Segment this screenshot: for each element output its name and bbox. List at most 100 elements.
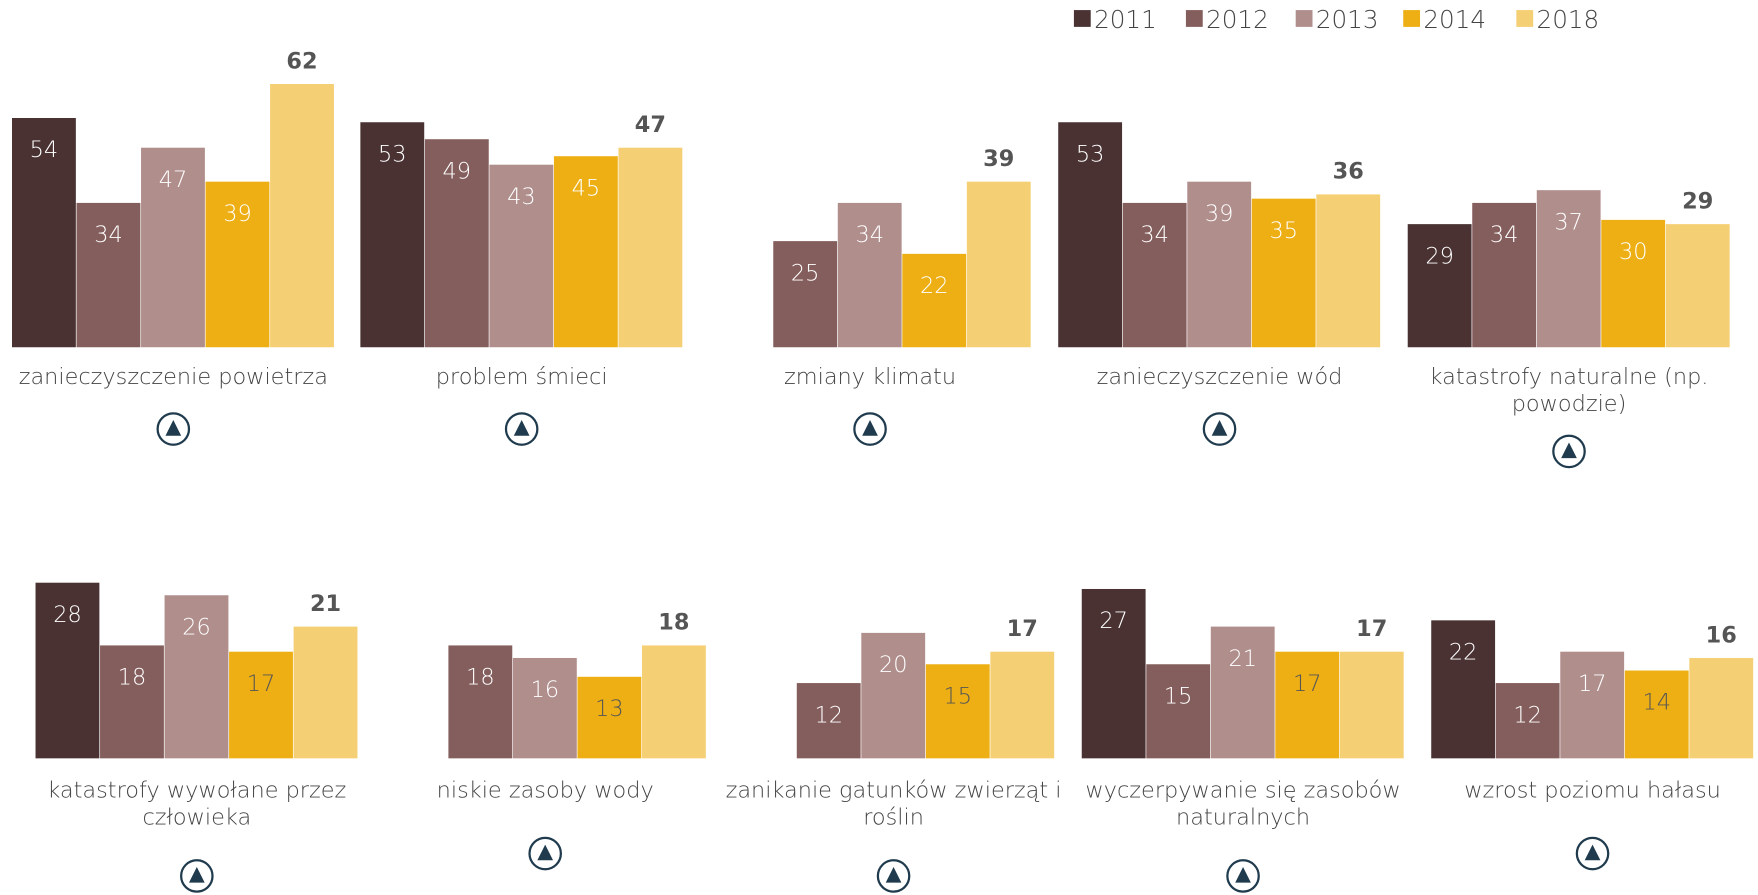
bar — [1081, 588, 1146, 759]
category-label-line: wzrost poziomu hałasu — [1464, 778, 1721, 804]
bar — [1146, 664, 1211, 759]
value-label: 22 — [920, 273, 949, 299]
category-label: problem śmieci — [436, 364, 608, 390]
value-label: 18 — [658, 610, 689, 636]
icon — [1202, 412, 1237, 446]
bar — [424, 139, 489, 348]
legend-label: 2013 — [1316, 5, 1379, 34]
bar — [270, 84, 334, 348]
bar — [577, 676, 642, 759]
icon-shape — [513, 420, 530, 436]
icon — [1575, 836, 1610, 871]
category-label-line: zmiany klimatu — [784, 364, 956, 390]
value-label: 30 — [1619, 239, 1648, 265]
icon-shape — [862, 420, 878, 436]
legend-swatch — [1073, 10, 1091, 27]
bar — [100, 645, 164, 759]
value-label: 36 — [1333, 159, 1364, 185]
icon-shape — [1552, 434, 1586, 469]
bar — [796, 683, 861, 759]
category-label: zanikanie gatunków zwierząt i roślin — [726, 778, 1062, 831]
icon — [180, 859, 214, 893]
category-label-line: problem śmieci — [436, 364, 608, 390]
category-label-line: roślin — [863, 804, 924, 830]
value-label: 15 — [1164, 683, 1193, 709]
bar — [164, 595, 229, 759]
icon — [504, 412, 539, 446]
bar — [837, 202, 902, 348]
category-label: katastrofy wywołane przez człowieka — [47, 778, 346, 831]
bar — [618, 147, 683, 348]
bar — [1275, 651, 1340, 759]
value-label: 39 — [983, 146, 1014, 172]
icon-shape — [1561, 442, 1577, 459]
value-label: 27 — [1099, 608, 1128, 634]
legend-label: 2014 — [1423, 5, 1486, 34]
bar — [1665, 224, 1730, 348]
bar — [1058, 122, 1123, 348]
bar — [1560, 651, 1625, 759]
icon-shape — [1235, 866, 1251, 883]
bar — [990, 651, 1055, 759]
value-label: 47 — [159, 167, 188, 193]
value-label: 47 — [635, 112, 666, 138]
value-label: 17 — [1578, 671, 1607, 697]
icon-shape — [1584, 844, 1601, 861]
legend-label: 2012 — [1206, 5, 1269, 34]
legend-swatch — [1403, 10, 1421, 27]
bar — [1316, 194, 1381, 348]
bar — [902, 253, 967, 348]
value-label: 18 — [466, 665, 495, 691]
bar — [205, 181, 270, 348]
value-label: 34 — [1140, 222, 1169, 248]
icon-shape — [853, 412, 887, 446]
value-label: 35 — [1269, 218, 1298, 244]
value-label: 34 — [855, 222, 884, 248]
icon — [1552, 434, 1586, 469]
category-label-line: naturalnych — [1176, 804, 1310, 830]
value-label: 54 — [30, 137, 59, 163]
category-label: wyczerpywanie się zasobów naturalnych — [1085, 778, 1400, 831]
value-label: 15 — [943, 683, 971, 709]
icon-shape — [156, 412, 191, 446]
bar — [1187, 181, 1252, 348]
value-label: 53 — [1076, 141, 1104, 167]
bar — [1472, 202, 1537, 348]
value-label: 17 — [1356, 616, 1387, 642]
bar — [76, 202, 141, 348]
category-label: katastrofy naturalne (np. powodzie) — [1430, 364, 1709, 417]
bar — [1601, 219, 1666, 348]
category-label-line: katastrofy wywołane przez — [47, 778, 346, 804]
icon-shape — [537, 844, 554, 861]
bar — [229, 651, 293, 759]
bar — [512, 657, 577, 759]
value-label: 12 — [814, 702, 842, 728]
icon-shape — [188, 866, 205, 883]
icon-shape — [876, 859, 911, 893]
value-label: 17 — [247, 671, 276, 697]
bar — [1689, 657, 1754, 759]
category-label-line: człowieka — [142, 804, 251, 830]
bar — [925, 664, 990, 759]
bar — [1536, 190, 1601, 348]
category-label-line: niskie zasoby wody — [437, 778, 654, 804]
bar — [1339, 651, 1404, 759]
bar — [1495, 683, 1560, 759]
bar — [966, 181, 1031, 348]
icon — [876, 859, 911, 893]
bar — [1431, 620, 1496, 759]
value-label: 17 — [1293, 671, 1322, 697]
icon-shape — [1202, 412, 1237, 446]
category-label-line: katastrofy naturalne (np. — [1430, 364, 1709, 390]
category-label-line: zanikanie gatunków zwierząt i — [726, 778, 1062, 804]
icon — [1226, 859, 1260, 893]
value-label: 53 — [378, 141, 407, 167]
value-label: 22 — [1449, 640, 1477, 666]
category-label: zmiany klimatu — [784, 364, 956, 390]
icon-shape — [1226, 859, 1260, 893]
value-label: 34 — [94, 222, 122, 248]
bar — [35, 582, 100, 759]
category-label-line: zanieczyszczenie powietrza — [19, 364, 328, 390]
bar — [1210, 626, 1275, 759]
value-label: 43 — [507, 184, 536, 210]
